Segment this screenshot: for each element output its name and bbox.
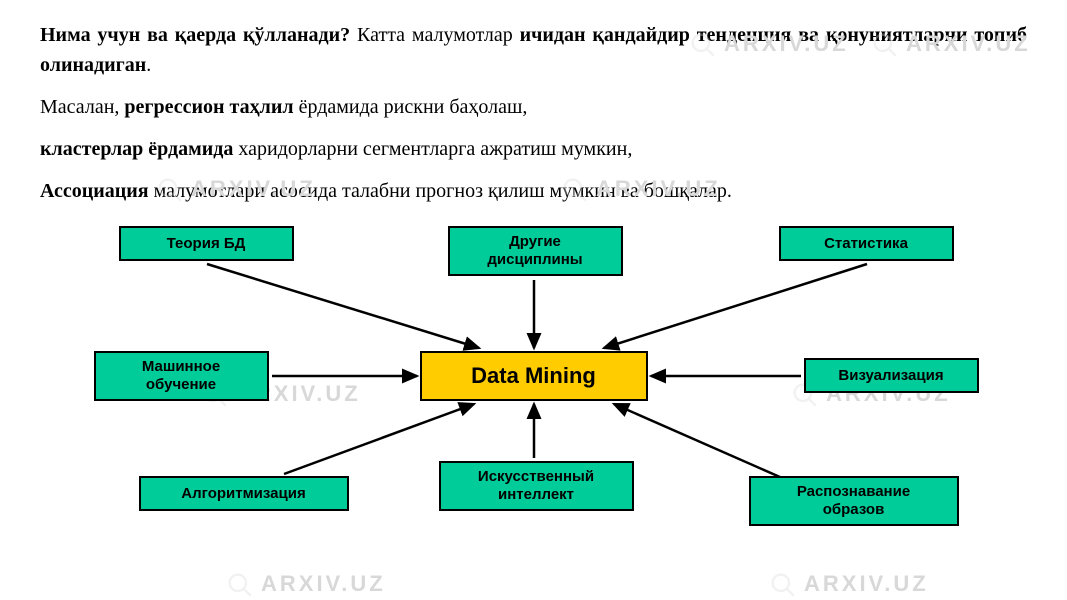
arrow	[207, 264, 479, 348]
p1-bold-start: Нима учун ва қаерда қўлланади?	[40, 24, 350, 46]
arrow	[604, 264, 867, 348]
center-node-data-mining: Data Mining	[420, 351, 648, 401]
p2-bold: регрессион таҳлил	[124, 96, 293, 118]
node-ml: Машинноеобучение	[94, 351, 269, 401]
node-pattern: Распознаваниеобразов	[749, 476, 959, 526]
watermark: ARXIV.UZ	[225, 570, 386, 598]
p4-bold: Ассоциация	[40, 180, 149, 202]
paragraph-1: Нима учун ва қаерда қўлланади? Катта мал…	[40, 20, 1027, 80]
diagram: Data Mining Теория БД Другиедисциплины Стат…	[59, 226, 1009, 536]
node-algo: Алгоритмизация	[139, 476, 349, 511]
p3-bold: кластерлар ёрдамида	[40, 138, 233, 160]
p2-lead: Масалан,	[40, 96, 124, 118]
node-other: Другиедисциплины	[448, 226, 623, 276]
p1-tail: .	[146, 54, 151, 76]
p4-tail: малумотлари асосида талабни прогноз қили…	[149, 180, 732, 202]
watermark: ARXIV.UZ	[768, 570, 929, 598]
node-stats: Статистика	[779, 226, 954, 261]
node-theory: Теория БД	[119, 226, 294, 261]
node-viz: Визуализация	[804, 358, 979, 393]
p3-tail: харидорларни сегментларга ажратиш мумкин…	[233, 138, 632, 160]
p2-tail: ёрдамида рискни баҳолаш,	[294, 96, 528, 118]
p1-mid: Катта малумотлар	[350, 24, 519, 46]
arrow	[614, 404, 789, 481]
node-ai: Искусственныйинтеллект	[439, 461, 634, 511]
paragraph-4: Ассоциация малумотлари асосида талабни п…	[40, 176, 1027, 206]
paragraph-3: кластерлар ёрдамида харидорларни сегмент…	[40, 134, 1027, 164]
paragraph-2: Масалан, регрессион таҳлил ёрдамида риск…	[40, 92, 1027, 122]
